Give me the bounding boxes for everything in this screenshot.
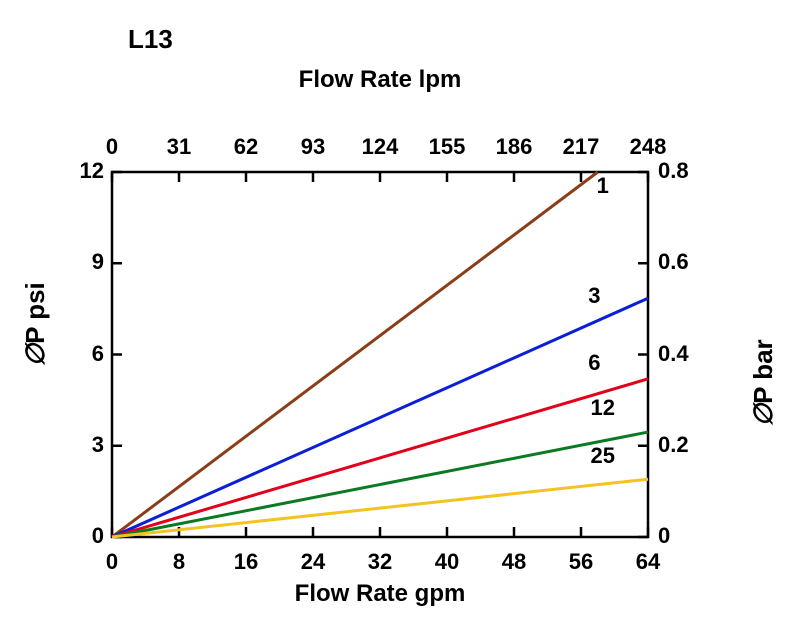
chart-container: { "chart": { "type": "line", "title": "L… [0,0,796,640]
y-right-tick-label: 0.4 [658,341,708,367]
x-top-tick-label: 0 [84,134,140,160]
x-top-tick-label: 217 [553,134,609,160]
series-label: 3 [569,283,619,309]
y-right-tick-label: 0.6 [658,249,708,275]
y-left-tick-label: 9 [60,249,104,275]
x-bottom-tick-label: 48 [489,549,539,575]
x-bottom-tick-label: 56 [556,549,606,575]
x-top-tick-label: 124 [352,134,408,160]
x-top-tick-label: 62 [218,134,274,160]
x-top-tick-label: 93 [285,134,341,160]
x-bottom-tick-label: 8 [154,549,204,575]
x-bottom-tick-label: 32 [355,549,405,575]
y-left-tick-label: 0 [60,523,104,549]
x-top-tick-label: 186 [486,134,542,160]
x-bottom-tick-label: 40 [422,549,472,575]
y-left-tick-label: 3 [60,432,104,458]
y-right-tick-label: 0.8 [658,158,708,184]
x-top-tick-label: 31 [151,134,207,160]
series-label: 6 [569,350,619,376]
x-top-tick-label: 155 [419,134,475,160]
y-right-tick-label: 0 [658,523,708,549]
y-left-tick-label: 6 [60,341,104,367]
x-bottom-tick-label: 0 [87,549,137,575]
x-bottom-tick-label: 24 [288,549,338,575]
y-left-tick-label: 12 [60,158,104,184]
x-top-tick-label: 248 [620,134,676,160]
series-label: 12 [578,395,628,421]
series-label: 1 [578,173,628,199]
y-right-tick-label: 0.2 [658,432,708,458]
x-bottom-tick-label: 16 [221,549,271,575]
series-label: 25 [578,443,628,469]
x-bottom-tick-label: 64 [623,549,673,575]
